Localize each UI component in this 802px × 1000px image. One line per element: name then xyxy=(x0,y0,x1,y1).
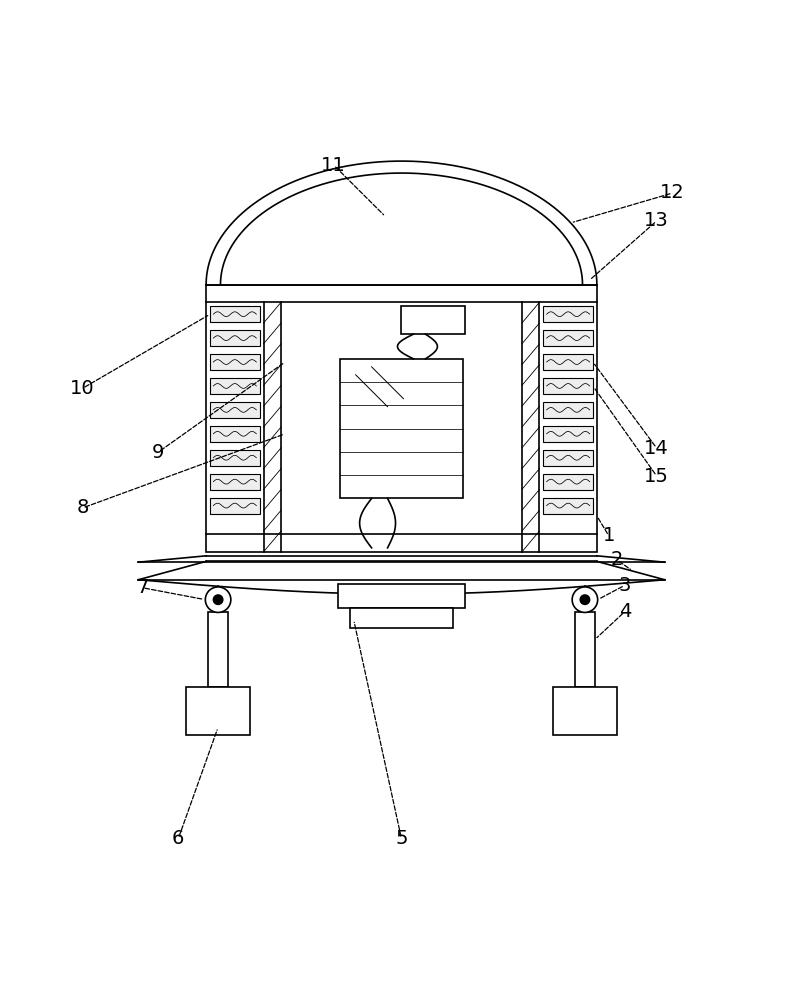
Bar xyxy=(338,584,464,608)
Bar xyxy=(543,450,592,466)
Bar xyxy=(210,378,259,394)
Circle shape xyxy=(579,595,589,604)
Text: 15: 15 xyxy=(643,467,668,486)
Bar xyxy=(210,450,259,466)
Bar xyxy=(210,426,259,442)
Bar xyxy=(543,354,592,370)
Bar xyxy=(339,359,463,498)
Text: 13: 13 xyxy=(643,211,668,230)
Bar xyxy=(543,330,592,346)
Text: 12: 12 xyxy=(659,183,684,202)
Text: 14: 14 xyxy=(643,439,668,458)
Text: 8: 8 xyxy=(76,498,88,517)
Bar xyxy=(543,426,592,442)
Bar xyxy=(543,378,592,394)
Bar xyxy=(543,498,592,514)
Circle shape xyxy=(205,587,230,612)
Bar xyxy=(349,608,453,628)
Text: 4: 4 xyxy=(618,602,630,621)
Bar xyxy=(210,498,259,514)
Bar xyxy=(208,612,228,687)
Bar xyxy=(210,330,259,346)
Text: 9: 9 xyxy=(152,443,164,462)
Bar xyxy=(210,354,259,370)
Circle shape xyxy=(572,587,597,612)
Bar xyxy=(574,612,594,687)
Text: 10: 10 xyxy=(70,379,95,398)
Text: 6: 6 xyxy=(172,829,184,848)
Text: 5: 5 xyxy=(395,829,407,848)
Text: 2: 2 xyxy=(610,550,622,569)
Bar xyxy=(543,402,592,418)
Bar xyxy=(543,474,592,490)
Bar xyxy=(210,306,259,322)
Bar xyxy=(186,687,249,735)
Text: 3: 3 xyxy=(618,576,630,595)
Bar xyxy=(210,474,259,490)
Bar xyxy=(401,306,464,334)
Bar xyxy=(210,402,259,418)
Text: 7: 7 xyxy=(136,578,148,597)
Bar xyxy=(553,687,616,735)
Text: 11: 11 xyxy=(321,156,346,175)
Bar xyxy=(206,285,596,552)
Text: 1: 1 xyxy=(602,526,614,545)
Bar xyxy=(543,306,592,322)
Circle shape xyxy=(213,595,223,604)
